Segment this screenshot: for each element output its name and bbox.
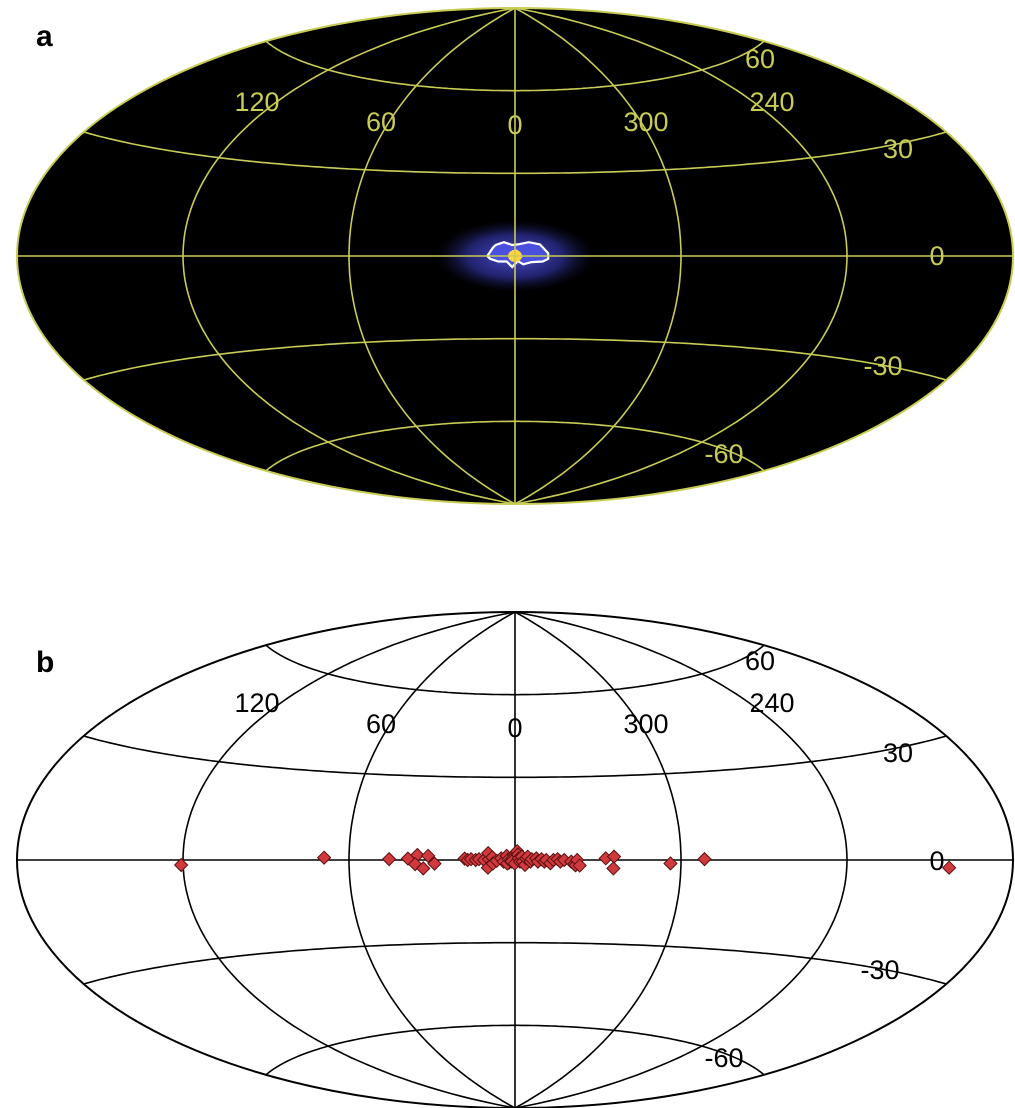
panel-a-lat-label-30: 30	[883, 134, 913, 164]
panel-b-lon-label-0: 0	[507, 713, 522, 743]
source-point-57	[572, 858, 587, 873]
panel-b-lon-label-240: 240	[749, 688, 794, 718]
source-point-1	[316, 850, 332, 865]
source-point-7	[416, 861, 431, 876]
panel-b-tick-labels: 120 60 0 300 240 60 30 0 -30 -60	[234, 646, 944, 1073]
panel-a-meridian--60	[514, 8, 682, 504]
panel-b-lon-label-120: 120	[234, 688, 279, 718]
source-point-62	[697, 851, 712, 867]
panel-a-lon-label-240: 240	[749, 87, 794, 117]
source-point-61	[663, 856, 678, 871]
panel-a-label: a	[36, 20, 53, 53]
panel-a-lat-label-minus30: -30	[863, 351, 902, 381]
panel-b-sources	[173, 843, 957, 876]
panel-b-lat-label-0: 0	[929, 846, 944, 876]
panel-b-lat-label-minus60: -60	[704, 1043, 743, 1073]
panel-b-meridian-60	[348, 612, 516, 1108]
panel-b-meridian--120	[514, 612, 848, 1108]
panel-b-lat-label-60: 60	[745, 646, 775, 676]
source-point-63	[941, 860, 957, 875]
panel-b-meridian--60	[514, 612, 682, 1108]
panel-b-lon-label-60: 60	[366, 709, 396, 739]
panel-a-map-border	[16, 7, 1014, 505]
panel-b-lon-label-300: 300	[623, 709, 668, 739]
source-point-8	[427, 856, 442, 871]
panel-a-meridian--120	[514, 8, 848, 504]
panel-a-coordinate-grid	[17, 8, 1013, 504]
panel-b: b 120 60 0 300 240 60 30 0 -30 -60	[16, 611, 1014, 1108]
panel-a-lon-label-60: 60	[366, 107, 396, 137]
panel-a-meridian-120	[182, 8, 516, 504]
source-point-0	[173, 857, 189, 873]
source-point-60	[606, 861, 621, 876]
panel-a-lon-label-120: 120	[234, 87, 279, 117]
panel-a-lon-label-300: 300	[623, 107, 668, 137]
source-point-5	[420, 848, 436, 864]
panel-a-meridian-60	[348, 8, 516, 504]
panel-a-lat-label-minus60: -60	[704, 439, 743, 469]
panel-a: a 120 60 0 300 240 60 30 0 -30 -60	[16, 7, 1014, 505]
source-point-2	[381, 851, 397, 867]
panel-b-lat-label-minus30: -30	[860, 955, 899, 985]
panel-a-lat-label-0: 0	[929, 241, 944, 271]
panel-a-lat-label-60: 60	[745, 44, 775, 74]
source-point-6	[407, 856, 423, 872]
panel-a-tick-labels: 120 60 0 300 240 60 30 0 -30 -60	[234, 44, 944, 469]
panel-a-lon-label-0: 0	[507, 110, 522, 140]
panel-b-map-border	[16, 611, 1014, 1108]
panel-b-label: b	[36, 646, 54, 679]
panel-b-lat-label-30: 30	[883, 738, 913, 768]
